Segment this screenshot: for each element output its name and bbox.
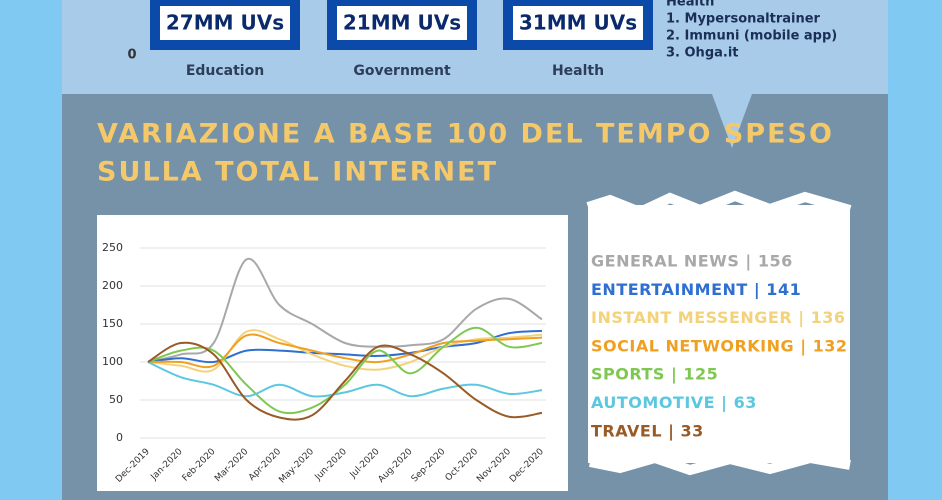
legend-entry: TRAVEL | 33 — [591, 421, 704, 441]
list-item: 2. Immuni (mobile app) — [666, 29, 837, 44]
uv-value: 21MM UVs — [343, 11, 461, 35]
series-line — [147, 333, 543, 369]
category-label: Education — [186, 63, 264, 79]
series-line — [147, 257, 543, 363]
list-item: 3. Ohga.it — [666, 46, 739, 61]
chart-title: VARIAZIONE A BASE 100 DEL TEMPO SPESO — [97, 119, 834, 150]
legend-entry: AUTOMOTIVE | 63 — [591, 393, 757, 413]
uv-box-inner — [160, 6, 290, 40]
uv-value: 27MM UVs — [166, 11, 284, 35]
series-line — [147, 341, 543, 421]
legend-entry: GENERAL NEWS | 156 — [591, 252, 793, 272]
category-label: Government — [353, 63, 451, 79]
bubble-pointer — [712, 94, 752, 148]
list-heading: Health — [666, 0, 714, 10]
legend-entry: ENTERTAINMENT | 141 — [591, 280, 801, 300]
y-tick-label: 100 — [102, 355, 123, 368]
y-tick-label: 150 — [102, 317, 123, 330]
torn-edge — [586, 190, 852, 218]
y-tick-label: 200 — [102, 279, 123, 292]
series-line — [147, 329, 543, 364]
uv-box-inner — [337, 6, 467, 40]
category-label: Health — [552, 63, 604, 79]
axis-zero: 0 — [127, 48, 136, 63]
uv-value: 31MM UVs — [519, 11, 637, 35]
legend-entry: SOCIAL NETWORKING | 132 — [591, 336, 848, 356]
series-line — [147, 361, 543, 398]
paper-panel — [588, 205, 850, 463]
series-line — [147, 329, 543, 373]
y-tick-label: 50 — [109, 393, 123, 406]
list-item: 1. Mypersonaltrainer — [666, 12, 821, 27]
legend-entry: INSTANT MESSENGER | 136 — [591, 308, 846, 328]
uv-box-inner — [513, 6, 643, 40]
series-line — [147, 326, 543, 415]
y-tick-label: 250 — [102, 241, 123, 254]
chart-title: SULLA TOTAL INTERNET — [97, 157, 498, 188]
legend-entry: SPORTS | 125 — [591, 365, 718, 385]
y-tick-label: 0 — [116, 431, 123, 444]
torn-edge — [589, 452, 851, 476]
